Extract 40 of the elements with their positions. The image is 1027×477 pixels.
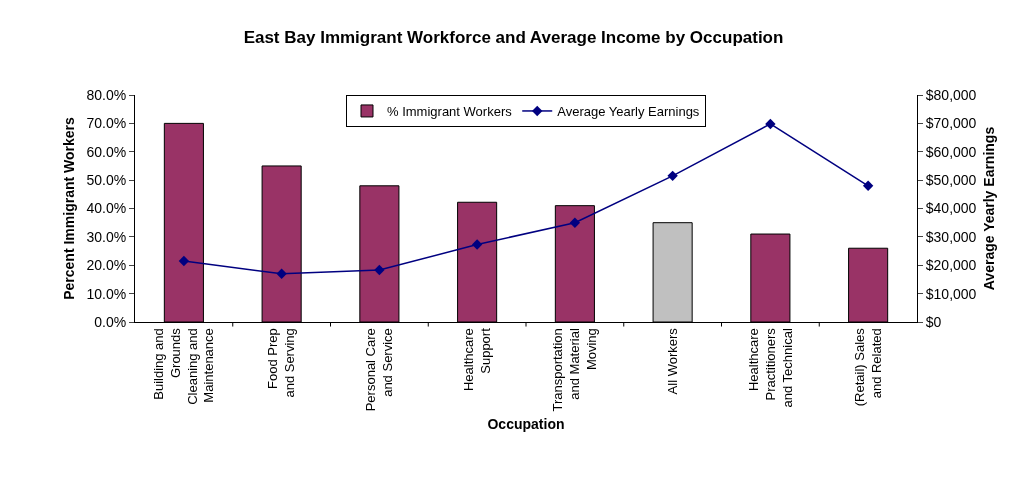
y2-tick-label: $30,000 xyxy=(925,228,977,245)
y2-tick-label: $40,000 xyxy=(925,200,977,217)
y-tick-label: 10.0% xyxy=(86,285,127,302)
y2-tick-label: $80,000 xyxy=(925,86,977,103)
point xyxy=(178,255,190,267)
y-tick-label: 60.0% xyxy=(86,143,127,160)
point xyxy=(667,170,678,182)
x-tick-label: Building and Grounds Cleaning and Maintenance xyxy=(150,327,217,405)
y2-tick-label: $10,000 xyxy=(925,285,977,302)
y-tick-label: 20.0% xyxy=(86,257,127,274)
legend-label: Average Yearly Earnings xyxy=(557,104,700,120)
y2-tick-label: $50,000 xyxy=(925,172,977,189)
x-tick-label: Healthcare Practitioners and Technical xyxy=(745,327,795,408)
y2-tick-label: $60,000 xyxy=(925,143,977,160)
x-tick-label: Food Prep and Serving xyxy=(265,328,298,398)
y-tick-label: 40.0% xyxy=(86,200,127,217)
x-axis-title: Occupation xyxy=(487,415,565,432)
y-tick-label: 50.0% xyxy=(86,172,127,189)
x-tick-label: Transportation and Material Moving xyxy=(550,328,599,412)
x-tick-label: Personal Care and Service xyxy=(363,328,396,412)
y-tick-label: 0.0% xyxy=(94,313,127,330)
y2-tick-label: $0 xyxy=(925,313,942,330)
chart-title: East Bay Immigrant Workforce and Average Income by Occupation xyxy=(243,27,784,47)
y-tick-label: 30.0% xyxy=(86,228,127,245)
point xyxy=(374,264,385,276)
point xyxy=(862,180,874,191)
y-axis-title: Percent Immigrant Workers xyxy=(61,117,78,300)
point xyxy=(276,268,287,279)
y2-tick-label: $20,000 xyxy=(925,257,977,274)
y-tick-label: 80.0% xyxy=(86,86,127,103)
point xyxy=(569,217,581,228)
y2-axis-title: Average Yearly Earnings xyxy=(980,126,997,291)
point xyxy=(471,239,483,250)
y2-tick-label: $70,000 xyxy=(925,115,977,132)
x-tick-label: All Workers xyxy=(664,327,680,395)
y-tick-label: 70.0% xyxy=(86,115,127,132)
legend-label: % Immigrant Workers xyxy=(387,104,513,120)
x-tick-label: (Retail) Sales and Related xyxy=(851,327,884,407)
point xyxy=(765,118,776,130)
x-tick-label: Healthcare Support xyxy=(460,327,493,392)
